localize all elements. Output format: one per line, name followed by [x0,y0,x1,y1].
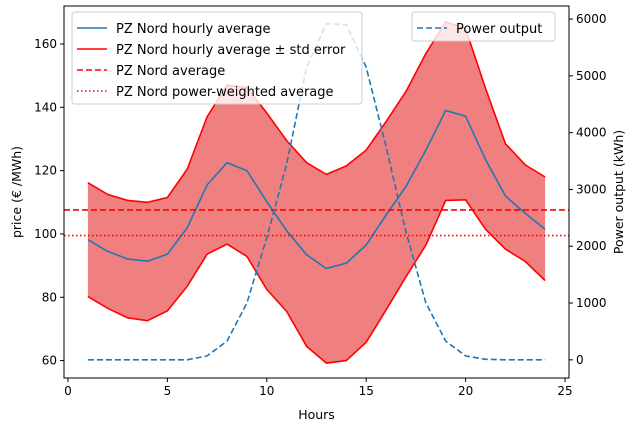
y-left-tick-label: 120 [34,164,57,178]
plot-area [64,20,569,364]
y-right-tick-label: 5000 [576,69,607,83]
y-axis-right-label: Power output (kWh) [611,130,626,254]
x-tick-label: 5 [164,384,172,398]
x-tick-label: 15 [359,384,374,398]
std-error-band [87,21,546,364]
x-tick-label: 10 [259,384,274,398]
legend-left: PZ Nord hourly average PZ Nord hourly av… [71,11,363,105]
legend-label-power-weighted-average: PZ Nord power-weighted average [116,85,334,100]
series-hourly-average [87,109,546,270]
legend-label-average: PZ Nord average [116,64,225,79]
y-right-tick-label: 4000 [576,126,607,140]
x-tick-label: 20 [458,384,473,398]
y-left-tick-label: 140 [34,100,57,114]
x-axis-label: Hours [298,407,335,422]
y-left-tick-label: 80 [42,290,57,304]
legend-right: Power output [411,11,556,42]
legend-label-std-error: PZ Nord hourly average ± std error [116,43,346,58]
x-tick-label: 25 [557,384,572,398]
legend-label-hourly-average: PZ Nord hourly average [116,22,271,37]
y-right-tick-label: 6000 [576,12,607,26]
x-tick-label: 0 [64,384,72,398]
legend-left-frame [71,11,363,105]
y-right-tick-label: 0 [576,353,584,367]
y-right-tick-label: 3000 [576,182,607,196]
legend-label-power-output: Power output [456,22,542,37]
y-left-tick-label: 160 [34,37,57,51]
legend-right-frame [411,11,556,42]
y-left-tick-label: 100 [34,227,57,241]
y-right-tick-label: 1000 [576,296,607,310]
y-right-tick-label: 2000 [576,239,607,253]
y-left-tick-label: 60 [42,354,57,368]
y-axis-left-label: price (€ /MWh) [9,146,24,238]
series-lower-std-error [87,198,546,364]
axes: 0 5 10 15 20 25 60 80 100 120 140 160 0 1000 2000 3000 4… [34,12,606,398]
plot-frame [63,5,570,379]
